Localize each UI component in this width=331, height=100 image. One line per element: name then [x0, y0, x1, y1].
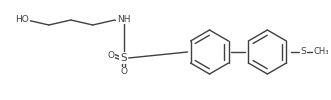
Text: O: O [120, 68, 127, 76]
Text: HO: HO [15, 16, 29, 24]
Text: CH₃: CH₃ [313, 48, 329, 56]
Text: S: S [120, 53, 127, 63]
Text: S: S [301, 48, 306, 56]
Text: NH: NH [117, 14, 130, 24]
Text: O: O [107, 52, 114, 60]
